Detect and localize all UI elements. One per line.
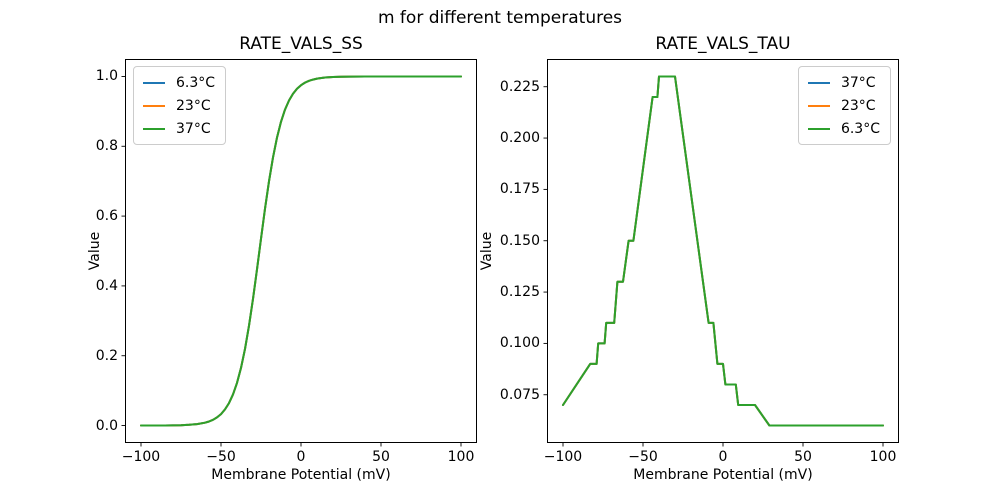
x-tick-label: −50: [628, 449, 658, 465]
legend-line-sample: [143, 127, 165, 130]
x-tick-label: 50: [372, 449, 390, 465]
x-tick-label: 0: [718, 449, 728, 465]
y-tick-label: 0.0: [95, 417, 118, 434]
legend-line-sample: [143, 81, 165, 84]
plot-area: [543, 59, 899, 447]
plot-area: [121, 59, 477, 447]
legend-entry-label: 23°C: [840, 97, 876, 114]
y-tick-label: 0.100: [499, 335, 540, 352]
y-tick-label: 1.0: [95, 68, 118, 85]
y-tick-label: 0.8: [95, 138, 118, 155]
x-tick-label: −100: [121, 449, 161, 465]
axes-title-ss: RATE_VALS_SS: [239, 34, 363, 54]
y-tick-label: 0.075: [499, 386, 540, 403]
legend-line-sample: [807, 81, 830, 84]
series-line-6.3°C: [562, 75, 884, 427]
legend-line-sample: [807, 127, 830, 130]
x-tick-label: −100: [543, 449, 583, 465]
legend-line-sample: [143, 104, 165, 107]
y-tick-label: 0.2: [95, 347, 118, 364]
subplot-rate-vals-tau: RATE_VALS_TAU Membrane Potential (mV) Va…: [479, 34, 899, 483]
y-tick-label: 0.150: [499, 232, 540, 249]
y-tick-label: 0.175: [499, 181, 540, 198]
x-tick-label: 50: [794, 449, 812, 465]
subplot-rate-vals-ss: RATE_VALS_SS Membrane Potential (mV) Val…: [87, 34, 477, 483]
y-tick-label: 0.225: [499, 78, 540, 95]
legend: 6.3°C 23°C 37°C: [133, 66, 227, 145]
legend-entry: 6.3°C: [143, 71, 215, 94]
x-tick-label: −50: [206, 449, 236, 465]
series-line-37°C: [140, 75, 462, 427]
legend-entry-label: 37°C: [176, 120, 211, 137]
y-tick-label: 0.6: [95, 208, 118, 225]
y-tick-label: 0.4: [95, 277, 118, 294]
axes-frame: [125, 59, 477, 443]
legend-entry-label: 6.3°C: [840, 120, 880, 137]
x-tick-label: 0: [296, 449, 306, 465]
x-axis-label-ss: Membrane Potential (mV): [211, 467, 391, 483]
y-axis-label-tau: Value: [479, 231, 495, 271]
legend: 37°C 23°C 6.3°C: [797, 66, 891, 145]
legend-entry: 37°C: [143, 117, 215, 140]
legend-line-sample: [807, 104, 830, 107]
y-axis-label-ss: Value: [87, 231, 103, 271]
legend-entry: 6.3°C: [807, 117, 880, 140]
x-axis-label-tau: Membrane Potential (mV): [633, 467, 813, 483]
x-tick-label: 100: [447, 449, 475, 465]
y-tick-label: 0.200: [499, 130, 540, 147]
y-tick-label: 0.125: [499, 284, 540, 301]
legend-entry: 23°C: [143, 94, 215, 117]
legend-entry-label: 23°C: [176, 97, 211, 114]
figure-suptitle: m for different temperatures: [377, 8, 623, 28]
x-tick-label: 100: [869, 449, 897, 465]
legend-entry: 23°C: [807, 94, 880, 117]
legend-entry-label: 37°C: [840, 74, 876, 91]
axes-title-tau: RATE_VALS_TAU: [655, 34, 791, 54]
legend-entry: 37°C: [807, 71, 880, 94]
legend-entry-label: 6.3°C: [176, 74, 216, 91]
axes-frame: [547, 59, 899, 443]
